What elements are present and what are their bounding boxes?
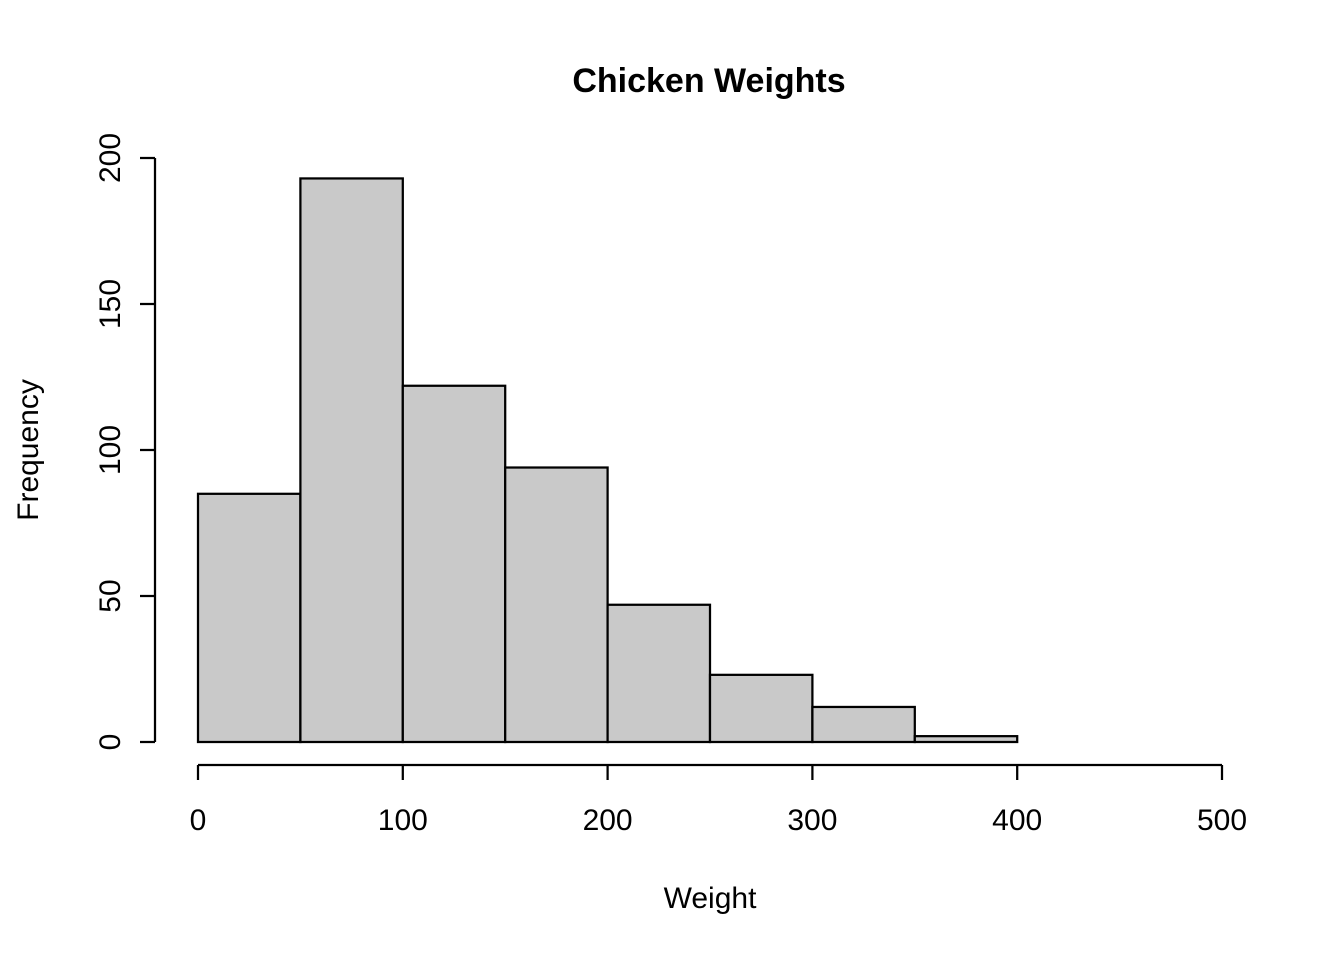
y-axis: 0 50 100 150 200 (94, 133, 157, 751)
histogram-bars (196, 177, 1019, 744)
y-tick-label: 150 (94, 279, 127, 329)
histogram-bar (913, 735, 1019, 744)
x-tick-label: 0 (190, 804, 207, 837)
y-tick-label: 0 (94, 734, 127, 751)
x-tick-label: 300 (787, 804, 837, 837)
x-tick-label: 200 (583, 804, 633, 837)
y-axis-label: Frequency (12, 379, 45, 521)
histogram-bar (606, 603, 712, 744)
y-tick-label: 100 (94, 425, 127, 475)
histogram-bar (811, 705, 916, 744)
histogram-bar (196, 492, 302, 744)
x-axis-label: Weight (664, 882, 757, 915)
x-tick-label: 100 (378, 804, 428, 837)
histogram-bar (401, 384, 507, 744)
histogram-bar (708, 673, 814, 744)
y-tick-label: 50 (94, 579, 127, 612)
histogram-bar (299, 177, 404, 744)
chart-title: Chicken Weights (572, 62, 845, 100)
x-tick-label: 500 (1197, 804, 1247, 837)
y-tick-label: 200 (94, 133, 127, 183)
histogram-bar (504, 466, 609, 744)
x-tick-label: 400 (992, 804, 1042, 837)
x-axis: 0 100 200 300 400 500 (190, 763, 1247, 837)
